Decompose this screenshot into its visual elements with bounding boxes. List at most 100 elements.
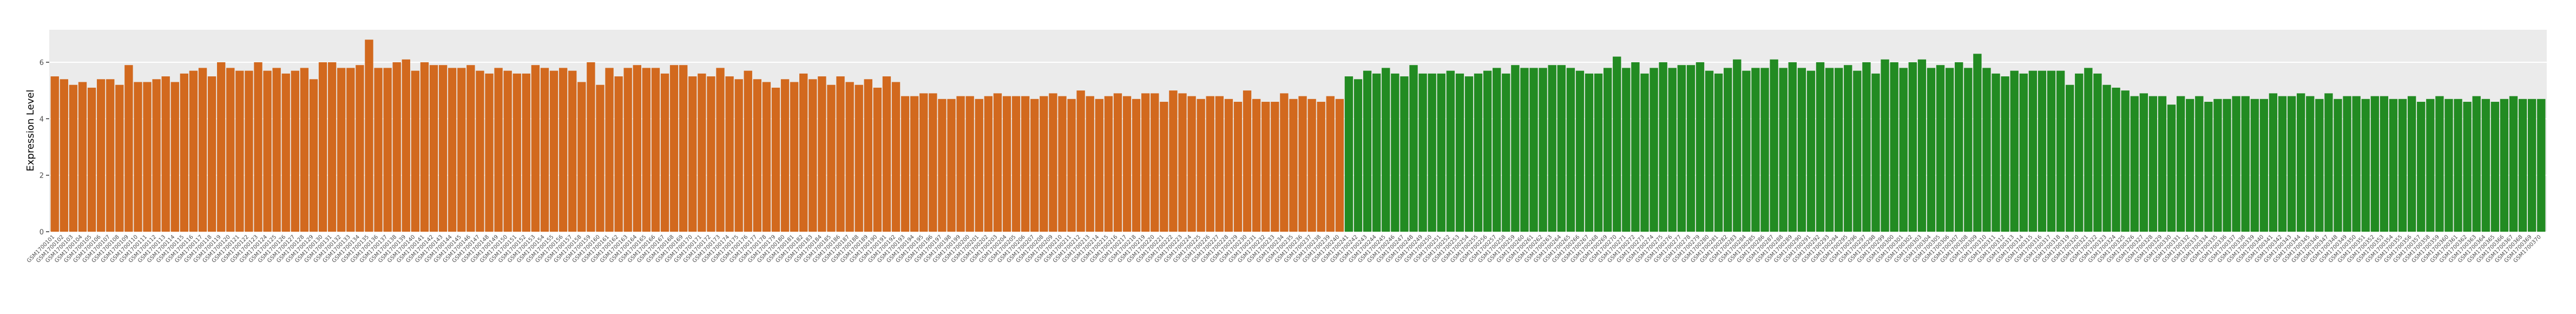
bar bbox=[2527, 99, 2536, 232]
bar bbox=[1160, 102, 1168, 232]
bar bbox=[965, 96, 974, 232]
bar bbox=[60, 79, 69, 232]
bar bbox=[558, 68, 568, 232]
bar bbox=[411, 70, 420, 232]
bar bbox=[300, 68, 309, 232]
bar bbox=[2324, 93, 2333, 232]
bar bbox=[568, 70, 577, 232]
bar bbox=[1178, 93, 1187, 232]
bar bbox=[1271, 102, 1279, 232]
bar bbox=[485, 73, 494, 232]
bar bbox=[2241, 96, 2250, 232]
bar bbox=[1575, 70, 1585, 232]
bar bbox=[170, 82, 179, 232]
y-tick-label: 6 bbox=[40, 59, 44, 67]
bar bbox=[780, 79, 790, 232]
bar bbox=[1437, 73, 1445, 232]
bar bbox=[1548, 65, 1556, 232]
bar bbox=[947, 99, 956, 232]
bar bbox=[503, 70, 512, 232]
bar bbox=[1493, 68, 1501, 232]
bar bbox=[1696, 62, 1705, 232]
bar bbox=[1945, 68, 1954, 232]
bar bbox=[1520, 68, 1529, 232]
bar bbox=[2259, 99, 2269, 232]
bar bbox=[2204, 102, 2213, 232]
bar bbox=[1955, 62, 1963, 232]
bar bbox=[2380, 96, 2389, 232]
bar bbox=[1233, 102, 1243, 232]
bar bbox=[2352, 96, 2361, 232]
bar bbox=[1382, 68, 1390, 232]
bar bbox=[87, 87, 96, 232]
bar bbox=[2370, 96, 2379, 232]
bar bbox=[2407, 96, 2416, 232]
bar bbox=[374, 68, 383, 232]
bar bbox=[1215, 96, 1224, 232]
bar bbox=[2306, 96, 2315, 232]
bar bbox=[2334, 99, 2342, 232]
bar bbox=[438, 65, 448, 232]
bar bbox=[1428, 73, 1436, 232]
bar bbox=[1881, 59, 1889, 232]
bar bbox=[2176, 96, 2185, 232]
bar bbox=[466, 65, 475, 232]
bar bbox=[1668, 68, 1677, 232]
bar bbox=[1566, 68, 1575, 232]
bar bbox=[809, 79, 817, 232]
bar bbox=[725, 76, 734, 232]
bar bbox=[2278, 96, 2287, 232]
bar bbox=[1344, 76, 1353, 232]
bar bbox=[2047, 70, 2056, 232]
bar bbox=[327, 62, 337, 232]
bar bbox=[1335, 99, 1344, 232]
bar bbox=[429, 65, 438, 232]
bar bbox=[651, 68, 660, 232]
bar bbox=[1936, 65, 1945, 232]
bar bbox=[1871, 73, 1880, 232]
bar bbox=[1409, 65, 1418, 232]
bar bbox=[818, 76, 826, 232]
bar bbox=[2019, 73, 2028, 232]
bar bbox=[1844, 65, 1852, 232]
bar bbox=[291, 70, 300, 232]
bar bbox=[1917, 59, 1927, 232]
bar bbox=[2028, 70, 2038, 232]
bar bbox=[762, 82, 771, 232]
bar bbox=[226, 68, 235, 232]
bar bbox=[1622, 68, 1631, 232]
bar bbox=[1067, 99, 1076, 232]
y-tick-label: 0 bbox=[40, 228, 44, 237]
y-tick-label: 4 bbox=[40, 115, 44, 123]
bar bbox=[1760, 68, 1769, 232]
bar bbox=[1890, 62, 1898, 232]
bar bbox=[1280, 93, 1289, 232]
bar bbox=[1724, 68, 1732, 232]
bar bbox=[365, 40, 373, 232]
bar bbox=[744, 70, 752, 232]
bar bbox=[1455, 73, 1464, 232]
bar bbox=[734, 79, 743, 232]
bar bbox=[2296, 93, 2305, 232]
bar bbox=[522, 73, 531, 232]
bar bbox=[1206, 96, 1214, 232]
bar bbox=[1557, 65, 1566, 232]
bar bbox=[540, 68, 549, 232]
bar bbox=[1927, 68, 1936, 232]
bar bbox=[1650, 68, 1658, 232]
bar bbox=[873, 87, 882, 232]
bar bbox=[420, 62, 429, 232]
bar bbox=[1686, 65, 1696, 232]
bar bbox=[669, 65, 679, 232]
bar bbox=[1187, 96, 1196, 232]
bar bbox=[217, 62, 226, 232]
bar bbox=[143, 82, 152, 232]
bar bbox=[254, 62, 262, 232]
bar bbox=[124, 65, 133, 232]
bar bbox=[753, 79, 762, 232]
bar bbox=[2232, 96, 2240, 232]
bar bbox=[2223, 99, 2231, 232]
bar bbox=[1122, 96, 1132, 232]
bar bbox=[1659, 62, 1667, 232]
